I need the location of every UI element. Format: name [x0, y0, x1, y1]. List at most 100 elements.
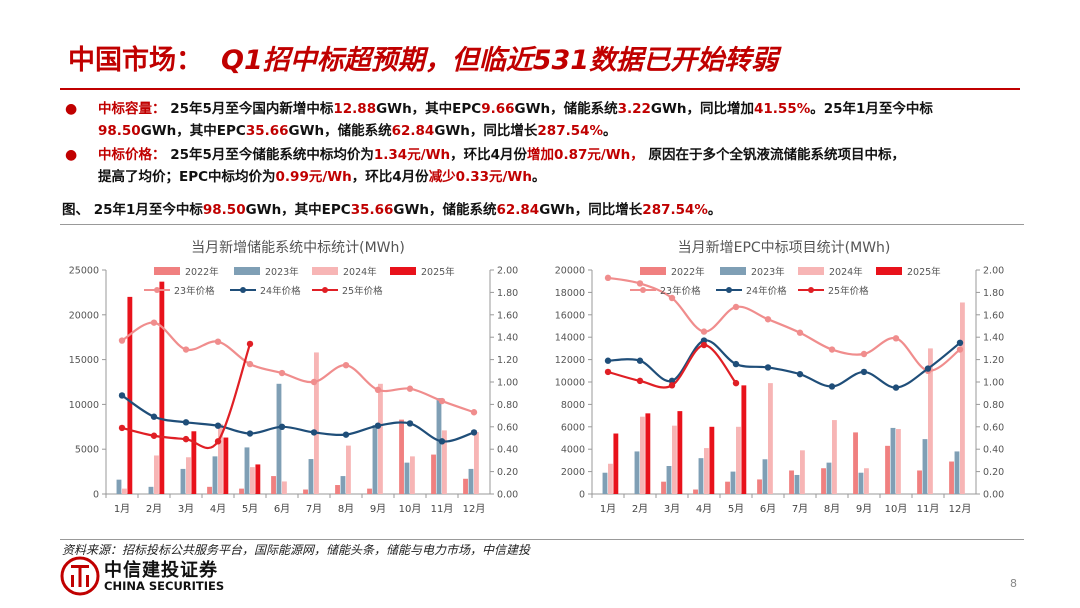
line-24年价格 [121, 394, 475, 443]
x-tick-label: 1月 [114, 503, 130, 515]
title-divider [60, 88, 1020, 90]
x-tick-label: 11月 [431, 503, 454, 515]
bar-2023年 [954, 451, 960, 494]
bar-2024年 [346, 445, 351, 494]
x-tick-label: 12月 [949, 503, 972, 515]
x-tick-label: 12月 [463, 503, 486, 515]
bar-2024年 [122, 488, 127, 494]
point-24年价格 [342, 431, 350, 438]
legend-marker [154, 287, 160, 293]
title-italic: Q1招中标超预期，但临近531数据已开始转弱 [221, 45, 779, 76]
point-23年价格 [604, 274, 612, 282]
point-25年价格 [150, 432, 158, 439]
bar-2022年 [917, 470, 922, 494]
bar-2023年 [634, 451, 640, 494]
bullet-dot-icon: ● [65, 101, 78, 117]
point-23年价格 [700, 328, 708, 335]
bar-2022年 [207, 486, 212, 494]
bar-2022年 [661, 481, 666, 494]
point-24年价格 [246, 430, 254, 437]
logo-english-name: CHINA SECURITIES [104, 579, 225, 593]
x-tick-label: 7月 [792, 503, 808, 515]
bar-2022年 [757, 479, 762, 494]
bar-2024年 [410, 456, 415, 494]
legend-label: 25年价格 [342, 285, 383, 297]
point-25年价格 [668, 382, 676, 389]
body-text: GWh，其中EPC [245, 202, 351, 218]
y-tick-label: 2000 [561, 467, 585, 478]
bar-2023年 [794, 474, 800, 494]
highlight-text: 287.54% [642, 202, 708, 218]
point-24年价格 [636, 357, 644, 364]
highlight-text: 35.66 [245, 123, 289, 139]
y-tick-label: 0 [93, 490, 99, 501]
bar-2024年 [864, 468, 869, 494]
point-25年价格 [246, 340, 254, 348]
point-23年价格 [438, 397, 446, 405]
bar-2024年 [896, 429, 901, 494]
point-25年价格 [214, 438, 222, 445]
y-tick-label: 0 [579, 490, 585, 501]
body-text: GWh，储能系统 [288, 123, 392, 139]
x-tick-label: 10月 [885, 503, 908, 515]
point-23年价格 [860, 350, 868, 358]
bar-2024年 [218, 424, 223, 494]
y-tick-label: 10000 [555, 378, 585, 389]
y-tick-label: 14000 [555, 333, 585, 344]
bar-2024年 [736, 426, 741, 494]
legend-label: 2025年 [907, 266, 941, 278]
point-24年价格 [956, 339, 964, 346]
y2-tick-label: 0.60 [497, 422, 518, 433]
point-23年价格 [118, 337, 126, 344]
body-text: GWh，同比增长 [539, 202, 643, 218]
y-tick-label: 15000 [69, 355, 99, 366]
bar-2024年 [442, 430, 447, 494]
legend-label: 2024年 [829, 266, 863, 278]
point-24年价格 [470, 429, 478, 436]
footer-divider [60, 539, 1024, 540]
bullet-item: ● 中标价格： 25年5月至今储能系统中标均价为1.34元/Wh，环比4月份增加0… [62, 144, 1042, 188]
point-23年价格 [636, 280, 644, 287]
bar-2025年 [127, 296, 133, 494]
legend-label: 24年价格 [260, 285, 301, 297]
legend-label: 2025年 [421, 266, 455, 278]
point-24年价格 [150, 413, 158, 420]
bar-2023年 [468, 468, 474, 494]
point-23年价格 [374, 386, 382, 394]
bullet-line: 中标价格： 25年5月至今储能系统中标均价为1.34元/Wh，环比4月份增加0.… [98, 144, 1042, 166]
y-tick-label: 5000 [75, 445, 99, 456]
title-main: 中国市场： [68, 45, 203, 76]
legend-marker [240, 287, 246, 293]
bar-2023年 [436, 398, 442, 494]
figure-divider [60, 224, 1024, 225]
legend-label: 25年价格 [828, 285, 869, 297]
bar-2023年 [602, 472, 608, 494]
y2-tick-label: 1.20 [497, 355, 518, 366]
point-24年价格 [924, 365, 932, 372]
bar-2025年 [677, 411, 683, 494]
body-text: GWh，其中EPC [140, 123, 246, 139]
point-23年价格 [150, 319, 158, 326]
body-text: 。 [531, 169, 546, 185]
y2-tick-label: 0.60 [983, 422, 1004, 433]
body-text: ，环比4月份 [351, 169, 429, 185]
bar-2024年 [768, 383, 773, 494]
legend-swatch [720, 267, 746, 275]
legend-label: 2023年 [265, 266, 299, 278]
y2-tick-label: 0.00 [983, 490, 1004, 501]
chart-svg: 当月新增储能系统中标统计(MWh) 0 5000 10000 15000 20000 250… [69, 240, 518, 515]
point-24年价格 [438, 438, 446, 445]
point-23年价格 [470, 409, 478, 416]
point-23年价格 [406, 385, 414, 392]
bullet-dot-icon: ● [65, 147, 78, 163]
x-tick-label: 11月 [917, 503, 940, 515]
point-24年价格 [796, 370, 804, 378]
y-tick-label: 20000 [69, 310, 99, 321]
bar-2024年 [928, 348, 933, 494]
point-24年价格 [604, 357, 612, 364]
bar-2023年 [404, 462, 410, 494]
y2-tick-label: 2.00 [497, 266, 518, 277]
point-24年价格 [668, 377, 676, 385]
bar-2023年 [180, 468, 186, 494]
body-text: 。 [707, 202, 722, 218]
